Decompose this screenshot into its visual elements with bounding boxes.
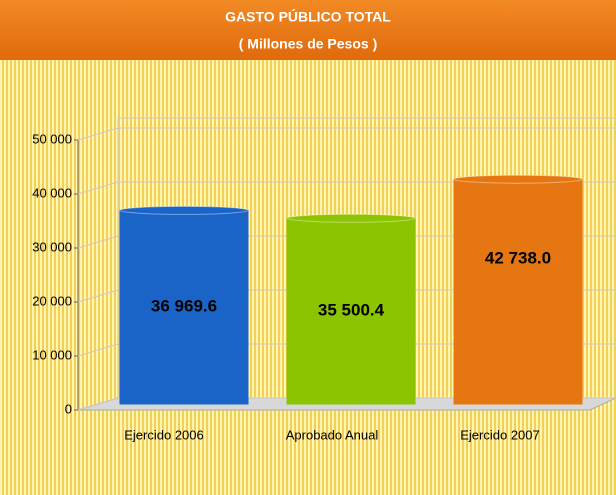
bar-cap xyxy=(453,174,583,184)
grid-line xyxy=(77,181,119,195)
bar xyxy=(453,178,583,405)
back-wall xyxy=(117,117,616,399)
grid-line xyxy=(77,289,119,303)
bar-cap xyxy=(119,205,249,215)
y-tick-label: 0 xyxy=(65,401,72,416)
chart-subtitle: ( Millones de Pesos ) xyxy=(239,36,377,52)
x-tick-label: Ejercido 2007 xyxy=(460,427,540,442)
y-tick-label: 30 000 xyxy=(32,239,72,254)
data-label: 35 500.4 xyxy=(318,301,385,320)
data-label: 42 738.0 xyxy=(485,249,551,268)
grid-line xyxy=(77,235,119,249)
y-tick-label: 50 000 xyxy=(32,131,72,146)
y-tick-label: 20 000 xyxy=(32,293,72,308)
data-label: 36 969.6 xyxy=(151,297,217,316)
grid-line xyxy=(77,343,119,357)
x-tick-label: Ejercido 2006 xyxy=(124,427,204,442)
grid-line xyxy=(77,397,119,411)
chart-title: GASTO PÚBLICO TOTAL xyxy=(225,8,391,25)
bar xyxy=(119,209,249,405)
x-tick-label: Aprobado Anual xyxy=(286,427,379,442)
header xyxy=(0,0,616,60)
grid-line xyxy=(77,127,119,141)
y-tick-label: 40 000 xyxy=(32,185,72,200)
y-tick-label: 10 000 xyxy=(32,347,72,362)
bar xyxy=(286,217,416,405)
bar-cap xyxy=(286,213,416,223)
